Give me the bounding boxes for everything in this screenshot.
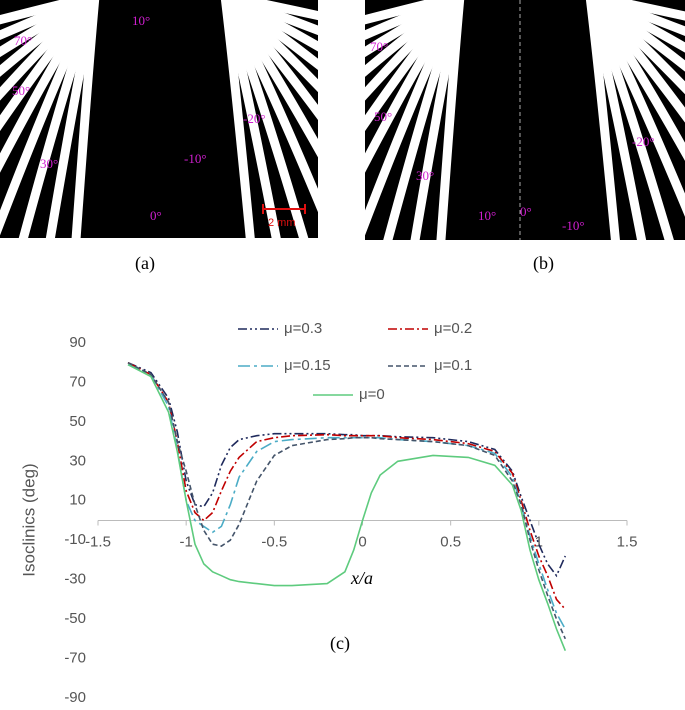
angle-label: 50° bbox=[374, 109, 392, 124]
fringe bbox=[588, 0, 685, 36]
angle-label: -10° bbox=[184, 151, 207, 166]
fringe bbox=[365, 0, 463, 132]
angle-label: 10° bbox=[478, 208, 496, 223]
fringe bbox=[586, 0, 685, 217]
y-tick-label: -70 bbox=[64, 650, 86, 667]
fringe bbox=[365, 0, 462, 25]
angle-label: 30° bbox=[40, 156, 58, 171]
x-tick-label: -1.5 bbox=[85, 533, 111, 550]
y-axis-label: Isoclinics (deg) bbox=[19, 463, 38, 576]
y-tick-label: -30 bbox=[64, 571, 86, 588]
fringe-image-b bbox=[365, 0, 685, 240]
legend-label: μ=0.3 bbox=[284, 320, 322, 337]
series-line bbox=[127, 363, 566, 630]
y-tick-label: 10 bbox=[69, 492, 86, 509]
x-tick-label: -1 bbox=[179, 533, 192, 550]
legend-label: μ=0.1 bbox=[434, 357, 472, 374]
legend-label: μ=0.15 bbox=[284, 357, 331, 374]
angle-label: 30° bbox=[416, 168, 434, 183]
fringe bbox=[365, 0, 463, 58]
fringe bbox=[410, 0, 464, 240]
chart-caption: (c) bbox=[330, 633, 350, 654]
fringe bbox=[0, 0, 98, 77]
fringe bbox=[221, 0, 281, 238]
fringe bbox=[587, 0, 685, 161]
fringe bbox=[71, 0, 100, 238]
y-tick-label: 50 bbox=[69, 413, 86, 430]
fringe bbox=[436, 0, 465, 240]
fringe bbox=[383, 0, 464, 240]
angle-label: 70° bbox=[370, 39, 388, 54]
fringe bbox=[0, 0, 99, 236]
fringe bbox=[365, 0, 463, 173]
scale-label: 2 mm bbox=[268, 217, 296, 229]
caption: (a) bbox=[135, 253, 155, 274]
fringe bbox=[18, 0, 99, 238]
fringe bbox=[586, 0, 647, 240]
fringe bbox=[0, 0, 97, 40]
fringe bbox=[220, 0, 255, 238]
angle-label: -20° bbox=[632, 134, 655, 149]
fringe-image-a bbox=[0, 0, 318, 238]
angle-label: 50° bbox=[12, 83, 30, 98]
fringe bbox=[0, 0, 98, 101]
x-tick-label: 1.5 bbox=[617, 533, 638, 550]
y-tick-label: -50 bbox=[64, 610, 86, 627]
y-tick-label: 30 bbox=[69, 452, 86, 469]
y-tick-label: 90 bbox=[69, 334, 86, 351]
angle-label: 70° bbox=[14, 33, 32, 48]
fringe bbox=[587, 0, 685, 123]
angle-label: 10° bbox=[132, 13, 150, 28]
fringe bbox=[365, 0, 463, 101]
fringe bbox=[0, 0, 98, 58]
fringe bbox=[587, 0, 685, 53]
x-axis-label: x/a bbox=[350, 568, 373, 588]
x-tick-label: 0.5 bbox=[440, 533, 461, 550]
angle-label: -10° bbox=[562, 218, 585, 233]
fringe bbox=[365, 0, 463, 77]
fringe bbox=[224, 0, 318, 21]
angle-label: 0° bbox=[520, 204, 532, 219]
fringe bbox=[223, 0, 318, 36]
y-tick-label: 70 bbox=[69, 373, 86, 390]
fringe bbox=[222, 0, 318, 93]
y-tick-label: -90 bbox=[64, 689, 86, 705]
fringe bbox=[222, 0, 318, 52]
x-tick-label: 0 bbox=[358, 533, 366, 550]
angle-label: 0° bbox=[150, 208, 162, 223]
fringe bbox=[365, 0, 462, 40]
series-line bbox=[127, 361, 566, 610]
fringe bbox=[589, 0, 685, 21]
fringe bbox=[222, 0, 318, 158]
fringe bbox=[0, 0, 98, 173]
legend-label: μ=0.2 bbox=[434, 320, 472, 337]
fringe bbox=[222, 0, 318, 120]
fringe bbox=[45, 0, 99, 238]
fringe bbox=[587, 0, 685, 72]
fringe bbox=[222, 0, 318, 71]
fringe bbox=[0, 0, 97, 25]
caption: (b) bbox=[533, 253, 554, 274]
series-line bbox=[127, 361, 567, 640]
x-tick-label: 1 bbox=[535, 533, 543, 550]
fringe bbox=[221, 0, 309, 238]
fringe bbox=[365, 0, 464, 236]
series-line bbox=[127, 363, 567, 652]
fringe bbox=[587, 0, 685, 95]
fringe bbox=[585, 0, 620, 240]
fringe bbox=[586, 0, 674, 240]
fringe bbox=[221, 0, 318, 213]
x-tick-label: -0.5 bbox=[261, 533, 287, 550]
legend-label: μ=0 bbox=[359, 386, 385, 403]
y-tick-label: -10 bbox=[64, 531, 86, 548]
angle-label: -20° bbox=[243, 111, 266, 126]
fringe bbox=[0, 0, 98, 132]
